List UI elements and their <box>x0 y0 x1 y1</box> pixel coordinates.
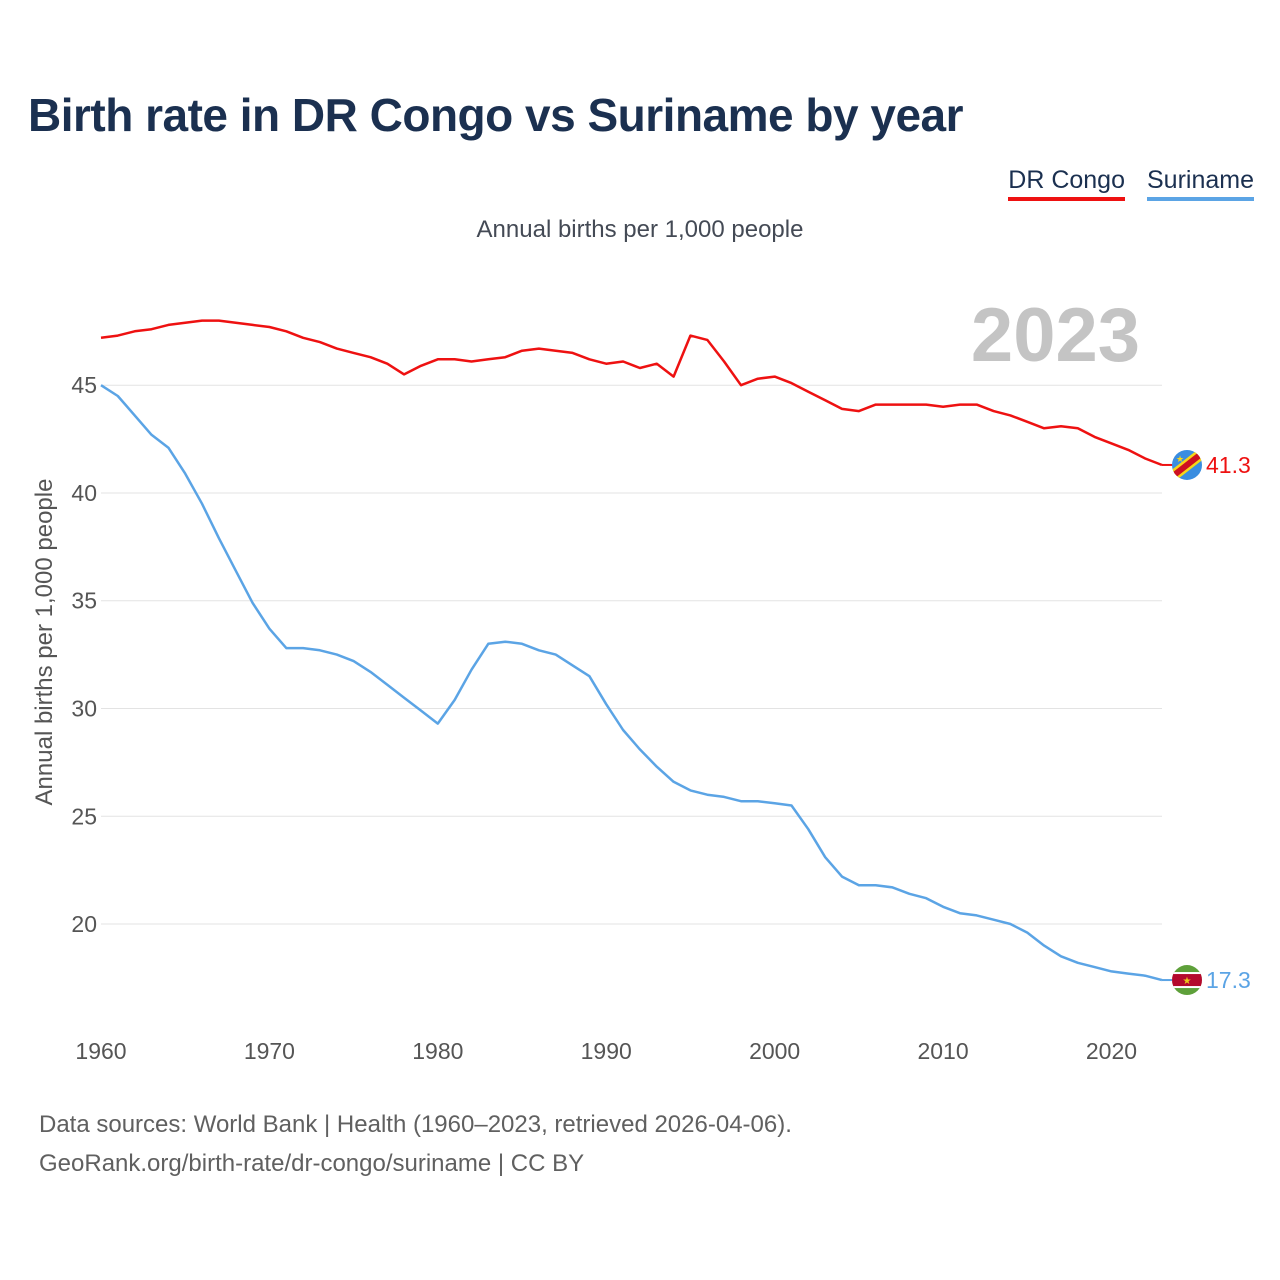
svg-text:★: ★ <box>1176 455 1184 465</box>
chart-subtitle: Annual births per 1,000 people <box>476 216 804 243</box>
chart-title: Birth rate in DR Congo vs Suriname by ye… <box>28 89 964 141</box>
x-tick-label-1990: 1990 <box>581 1038 632 1064</box>
x-tick-label-1970: 1970 <box>244 1038 295 1064</box>
footer-link[interactable]: GeoRank.org/birth-rate/dr-congo/suriname… <box>39 1150 585 1177</box>
series-line-dr-congo[interactable] <box>100 319 1163 467</box>
y-tick-label-30: 30 <box>71 695 97 721</box>
x-tick-label-2020: 2020 <box>1086 1038 1137 1064</box>
end-value-label-suriname: 17.3 <box>1206 967 1251 993</box>
x-tick-label-1960: 1960 <box>75 1038 126 1064</box>
legend-item-dr-congo[interactable]: DR Congo <box>1008 166 1125 201</box>
flag-icon-dr-congo: ★ <box>1172 449 1202 480</box>
footer-source: Data sources: World Bank | Health (1960–… <box>39 1111 792 1138</box>
y-tick-label-25: 25 <box>71 803 97 829</box>
y-axis-label: Annual births per 1,000 people <box>31 479 58 806</box>
series-line-suriname[interactable] <box>100 384 1163 982</box>
y-axis-ticks: 20 25 30 35 40 45 <box>71 372 97 937</box>
y-tick-label-40: 40 <box>71 480 97 506</box>
end-value-label-dr-congo: 41.3 <box>1206 452 1251 478</box>
x-tick-label-1980: 1980 <box>412 1038 463 1064</box>
series-end-markers: ★ 41.3 ★ 17.3 <box>1162 449 1251 996</box>
legend: DR Congo Suriname <box>1008 166 1254 201</box>
series-lines <box>100 319 1163 982</box>
footer: Data sources: World Bank | Health (1960–… <box>39 1105 792 1183</box>
x-axis-ticks: 1960 1970 1980 1990 2000 2010 2020 <box>75 1038 1137 1064</box>
y-tick-label-35: 35 <box>71 588 97 614</box>
year-label: 2023 <box>971 293 1140 378</box>
svg-text:★: ★ <box>1183 976 1192 987</box>
x-tick-label-2000: 2000 <box>749 1038 800 1064</box>
gridlines <box>101 384 1162 925</box>
y-tick-label-20: 20 <box>71 911 97 937</box>
x-tick-label-2010: 2010 <box>917 1038 968 1064</box>
flag-icon-suriname: ★ <box>1172 965 1202 996</box>
legend-item-suriname[interactable]: Suriname <box>1147 166 1254 201</box>
y-tick-label-45: 45 <box>71 372 97 398</box>
